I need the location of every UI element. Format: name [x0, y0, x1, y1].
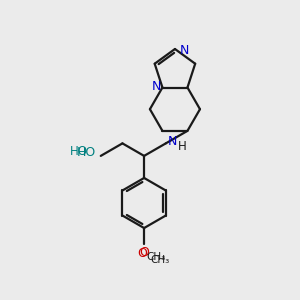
Text: N: N: [179, 44, 189, 57]
Text: CH₃: CH₃: [147, 253, 166, 262]
Text: N: N: [167, 135, 177, 148]
Text: CH₃: CH₃: [151, 254, 170, 265]
Text: O: O: [139, 246, 149, 259]
Text: N: N: [151, 80, 160, 92]
Text: HO: HO: [77, 146, 96, 159]
Text: HO: HO: [70, 145, 88, 158]
Text: H: H: [178, 140, 187, 153]
Text: O: O: [138, 247, 148, 260]
